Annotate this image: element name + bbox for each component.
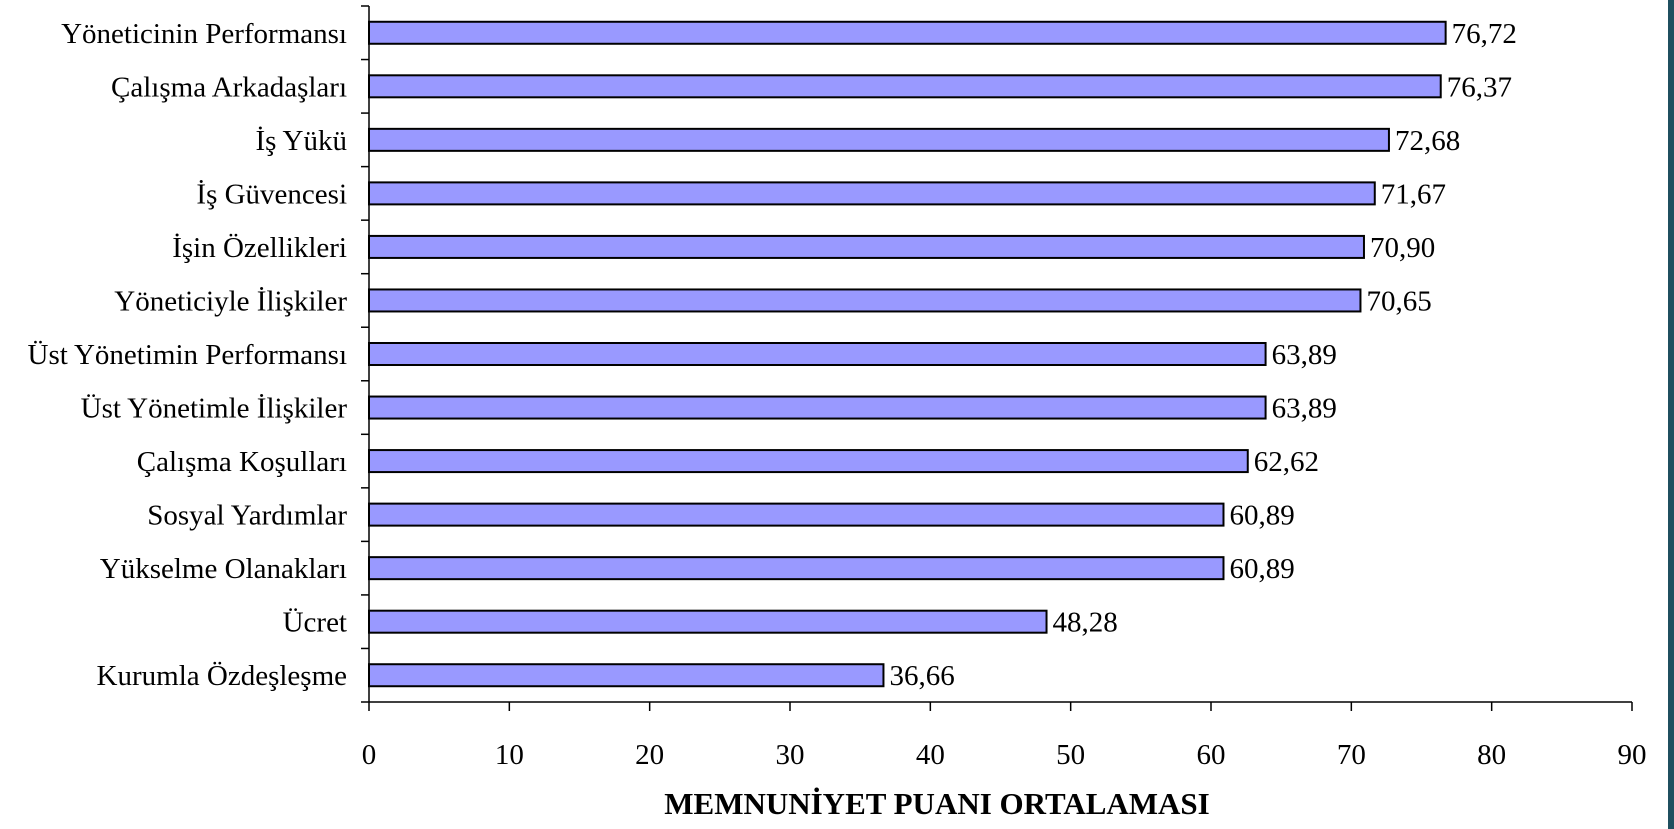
x-tick-label: 30 [776,739,805,771]
x-tick-label: 60 [1197,739,1226,771]
bar [368,609,1048,634]
data-label: 76,37 [1447,71,1512,103]
category-label: Sosyal Yardımlar [147,500,347,532]
bar [368,502,1225,527]
bar [368,181,1376,206]
data-label: 60,89 [1229,500,1294,532]
data-label: 36,66 [889,660,954,692]
bar [368,663,885,688]
data-label: 71,67 [1381,178,1446,210]
bar [368,74,1442,99]
category-label: Üst Yönetimle İlişkiler [81,393,348,425]
category-label: İşin Özellikleri [172,232,347,264]
x-tick-label: 80 [1477,739,1506,771]
x-tick-label: 10 [495,739,524,771]
category-label: Yöneticiyle İlişkiler [114,285,347,317]
category-label: Ücret [283,607,347,639]
x-tick-label: 50 [1056,739,1085,771]
bar [368,395,1267,420]
data-label: 63,89 [1272,393,1337,425]
x-tick-label: 20 [635,739,664,771]
category-label: Yöneticinin Performansı [61,18,347,50]
category-label: Çalışma Arkadaşları [111,71,347,103]
bar [368,288,1362,313]
data-label: 48,28 [1053,607,1118,639]
data-label: 62,62 [1254,446,1319,478]
data-label: 76,72 [1452,18,1517,50]
data-label: 72,68 [1395,125,1460,157]
page-edge-strip [1668,0,1674,829]
bar [368,342,1267,366]
axes [361,5,1632,703]
category-label: Üst Yönetimin Performansı [28,339,348,371]
category-label: Çalışma Koşulları [137,446,347,478]
data-label: 60,89 [1229,553,1294,585]
x-tick-label: 40 [916,739,945,771]
bar [368,234,1365,259]
x-tick-label: 90 [1618,739,1647,771]
data-labels: 76,72 76,37 72,68 71,67 70,90 70,65 63,89 63,89… [889,18,1516,692]
x-tick-label: 0 [362,739,377,771]
data-label: 63,89 [1272,339,1337,371]
x-axis-title: MEMNUNİYET PUANI ORTALAMASI [664,786,1209,821]
bar [368,449,1249,474]
data-label: 70,90 [1370,232,1435,264]
category-labels: Yöneticinin Performansı Çalışma Arkadaşla… [28,18,348,692]
x-tick-label: 70 [1337,739,1366,771]
data-label: 70,65 [1366,285,1431,317]
category-label: İş Yükü [255,125,347,157]
bar [368,20,1447,45]
bar [368,127,1390,152]
category-label: Yükselme Olanakları [100,553,347,585]
x-axis-ticks: 0 10 20 30 40 50 60 70 80 90 [362,702,1647,771]
category-label: Kurumla Özdeşleşme [97,660,347,692]
bar [368,556,1225,581]
category-label: İş Güvencesi [196,178,347,210]
